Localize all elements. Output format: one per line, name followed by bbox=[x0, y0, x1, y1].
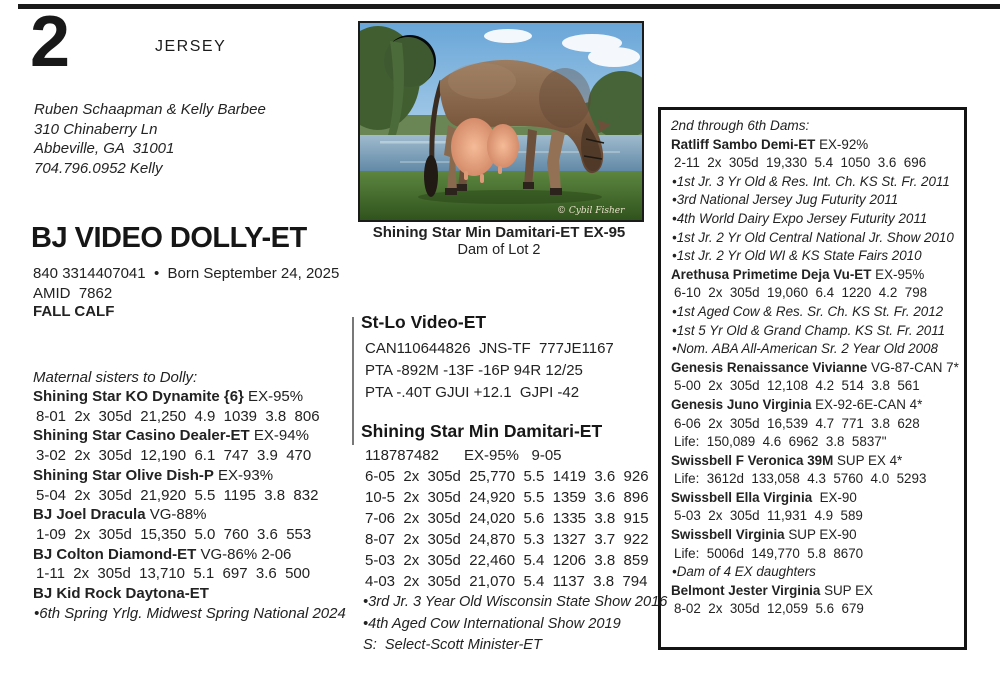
photo-watermark: © Cybil Fisher bbox=[557, 206, 625, 216]
dam-detail-line: 118787482 EX-95% 9-05 bbox=[365, 447, 562, 464]
catalog-line: BJ Joel Dracula VG-88% bbox=[33, 506, 207, 524]
sire-detail-line: PTA -.40T GJUI +12.1 GJPI -42 bbox=[365, 384, 580, 401]
class-label: FALL CALF bbox=[33, 303, 115, 320]
extended-dams-box: 2nd through 6th Dams: Ratliff Sambo Demi… bbox=[658, 107, 967, 650]
photo-caption: Shining Star Min Damitari-ET EX-95 Dam o… bbox=[345, 224, 653, 258]
cow-photo-illustration: © Cybil Fisher bbox=[360, 23, 642, 220]
catalog-line: Shining Star KO Dynamite {6} EX-95% bbox=[33, 388, 304, 405]
grass bbox=[360, 171, 642, 220]
catalog-line: Shining Star Olive Dish-P EX-93% bbox=[33, 466, 274, 484]
dams-box-line: •1st Jr. 3 Yr Old & Res. Int. Ch. KS St.… bbox=[672, 173, 950, 189]
dams-box-list: Ratliff Sambo Demi-ET EX-92% 2-11 2x 305d… bbox=[671, 136, 959, 619]
water-highlights bbox=[380, 141, 620, 163]
pedigree-block: St-Lo Video-ET CAN110644826 JNS-TF 777JE… bbox=[352, 312, 668, 657]
dams-box-line: Life: 5006d 149,770 5.8 8670 bbox=[674, 545, 864, 561]
catalog-line: 3-02 2x 305d 12,190 6.1 747 3.9 470 bbox=[36, 447, 312, 465]
dams-box-line: Life: 3612d 133,058 4.3 5760 4.0 5293 bbox=[674, 471, 927, 487]
catalog-line: 5-04 2x 305d 21,920 5.5 1195 3.8 832 bbox=[36, 486, 319, 504]
consignor-line: Abbeville, GA 31001 bbox=[34, 140, 175, 157]
catalog-line: 1-09 2x 305d 15,350 5.0 760 3.6 553 bbox=[36, 525, 312, 543]
cow-illustration bbox=[424, 59, 611, 197]
dam-detail-lines: 118787482 EX-95% 9-05 6-05 2x 305d 25,770… bbox=[362, 445, 668, 657]
dam-detail-line: 8-07 2x 305d 24,870 5.3 1327 3.7 922 bbox=[365, 531, 649, 548]
dams-box-line: •1st 5 Yr Old & Grand Champ. KS St. Fr. … bbox=[672, 322, 946, 338]
catalog-line: BJ Colton Diamond-ET VG-86% 2-06 bbox=[33, 545, 292, 563]
dams-box-line: Arethusa Primetime Deja Vu-ET EX-95% bbox=[671, 266, 925, 282]
amid-line: AMID 7862 bbox=[33, 285, 113, 302]
dams-box-line: •1st Jr. 2 Yr Old Central National Jr. S… bbox=[672, 229, 954, 245]
sire-detail-lines: CAN110644826 JNS-TF 777JE1167 PTA -892M -… bbox=[362, 338, 654, 404]
sire-detail-line: PTA -892M -13F -16P 94R 12/25 bbox=[365, 362, 583, 379]
dams-box-line: 5-00 2x 305d 12,108 4.2 514 3.8 561 bbox=[674, 378, 920, 394]
dams-box-line: 6-06 2x 305d 16,539 4.7 771 3.8 628 bbox=[674, 415, 920, 431]
dam-photo: © Cybil Fisher bbox=[358, 21, 644, 222]
consignor-block: Ruben Schaapman & Kelly Barbee 310 Chinab… bbox=[34, 100, 266, 178]
consignor-line: Ruben Schaapman & Kelly Barbee bbox=[34, 101, 266, 118]
dams-box-line: Genesis Juno Virginia EX-92-6E-CAN 4* bbox=[671, 396, 923, 412]
breed-label: JERSEY bbox=[155, 38, 227, 55]
dams-box-line: •1st Jr. 2 Yr Old WI & KS State Fairs 20… bbox=[672, 248, 922, 264]
dam-detail-line: S: Select-Scott Minister-ET bbox=[363, 637, 542, 653]
dams-box-line: •3rd National Jersey Jug Futurity 2011 bbox=[672, 192, 899, 208]
dam-detail-line: 5-03 2x 305d 22,460 5.4 1206 3.8 859 bbox=[365, 552, 649, 569]
dam-detail-line: 4-03 2x 305d 21,070 5.4 1137 3.8 794 bbox=[365, 573, 648, 590]
animal-name: BJ VIDEO DOLLY-ET bbox=[31, 222, 307, 254]
dam-detail-line: •3rd Jr. 3 Year Old Wisconsin State Show… bbox=[363, 594, 668, 610]
top-rule bbox=[18, 4, 1000, 9]
consignor-line: 704.796.0952 Kelly bbox=[34, 159, 163, 177]
catalog-line: •6th Spring Yrlg. Midwest Spring Nationa… bbox=[34, 604, 346, 622]
dams-box-line: •Dam of 4 EX daughters bbox=[672, 564, 816, 580]
catalog-line: 1-11 2x 305d 13,710 5.1 697 3.6 500 bbox=[36, 565, 311, 583]
sire-detail-line: CAN110644826 JNS-TF 777JE1167 bbox=[365, 340, 614, 357]
photo-caption-name: Shining Star Min Damitari-ET EX-95 bbox=[372, 224, 626, 241]
dams-box-line: Swissbell Ella Virginia EX-90 bbox=[671, 489, 857, 505]
dams-box-line: Genesis Renaissance Vivianne VG-87-CAN 7… bbox=[671, 359, 959, 375]
catalog-line: Shining Star Casino Dealer-ET EX-94% bbox=[33, 427, 309, 445]
dam-detail-line: 10-5 2x 305d 24,920 5.5 1359 3.6 896 bbox=[365, 489, 649, 506]
sire-name: St-Lo Video-ET bbox=[361, 312, 487, 332]
dam-detail-line: •4th Aged Cow International Show 2019 bbox=[363, 615, 621, 632]
dams-box-line: Swissbell F Veronica 39M SUP EX 4* bbox=[671, 452, 903, 468]
dams-box-line: 8-02 2x 305d 12,059 5.6 679 bbox=[674, 601, 864, 617]
willow-tree-left bbox=[360, 26, 436, 135]
maternal-sisters-heading: Maternal sisters to Dolly: bbox=[33, 369, 198, 386]
consignor-line: 310 Chinaberry Ln bbox=[34, 120, 158, 138]
catalog-line: BJ Kid Rock Daytona-ET bbox=[33, 585, 209, 603]
dams-box-line: Belmont Jester Virginia SUP EX bbox=[671, 582, 873, 598]
dams-box-line: Swissbell Virginia SUP EX-90 bbox=[671, 527, 857, 543]
pedigree-bracket-line bbox=[352, 317, 354, 445]
dam-detail-line: 7-06 2x 305d 24,020 5.6 1335 3.8 915 bbox=[365, 510, 649, 527]
dams-box-line: 2-11 2x 305d 19,330 5.4 1050 3.6 696 bbox=[674, 155, 927, 171]
dams-box-line: 5-03 2x 305d 11,931 4.9 589 bbox=[674, 508, 863, 524]
dam-name: Shining Star Min Damitari-ET bbox=[361, 421, 603, 441]
dams-box-line: •4th World Dairy Expo Jersey Futurity 20… bbox=[672, 210, 928, 226]
dams-box-heading: 2nd through 6th Dams: bbox=[671, 118, 810, 133]
dams-box-line: Ratliff Sambo Demi-ET EX-92% bbox=[671, 136, 869, 152]
dams-box-line: 6-10 2x 305d 19,060 6.4 1220 4.2 798 bbox=[674, 285, 928, 301]
catalog-line: 8-01 2x 305d 21,250 4.9 1039 3.8 806 bbox=[36, 407, 320, 425]
dams-box-line: •1st Aged Cow & Res. Sr. Ch. KS St. Fr. … bbox=[672, 303, 944, 319]
photo-caption-subtitle: Dam of Lot 2 bbox=[457, 242, 541, 258]
lot-number: 2 bbox=[30, 2, 70, 82]
registration-line: 840 3314407041 • Born September 24, 2025 bbox=[33, 265, 340, 282]
maternal-sisters-list: Shining Star KO Dynamite {6} EX-95% 8-01 … bbox=[33, 387, 353, 623]
dams-box-line: •Nom. ABA All-American Sr. 2 Year Old 20… bbox=[672, 341, 938, 357]
dam-detail-line: 6-05 2x 305d 25,770 5.5 1419 3.6 926 bbox=[365, 468, 649, 485]
dams-box-line: Life: 150,089 4.6 6962 3.8 5837" bbox=[674, 434, 887, 450]
